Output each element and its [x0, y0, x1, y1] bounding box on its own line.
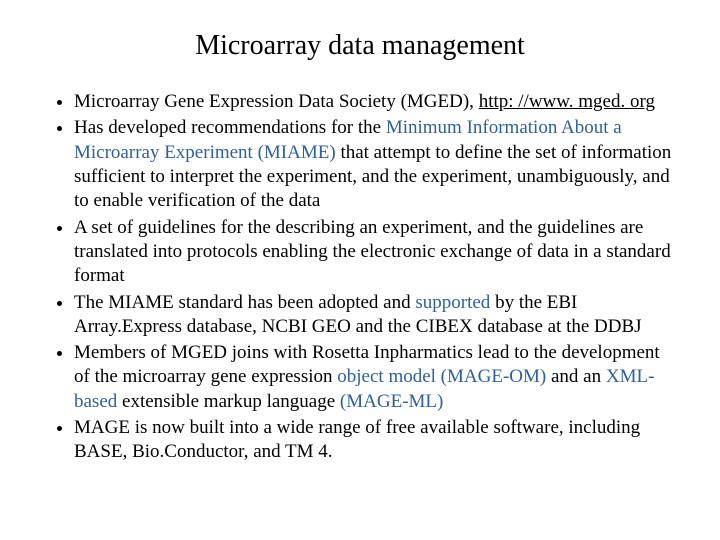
- bullet-4: The MIAME standard has been adopted and …: [74, 291, 680, 340]
- bullet-5-mid2: extensible markup language: [117, 391, 340, 412]
- bullet-6-text: MAGE is now built into a wide range of f…: [74, 417, 640, 462]
- bullet-2: Has developed recommendations for the Mi…: [74, 116, 680, 213]
- bullet-5-mid: and an: [546, 366, 606, 387]
- bullet-list: Microarray Gene Expression Data Society …: [40, 90, 680, 465]
- bullet-3: A set of guidelines for the describing a…: [74, 216, 680, 289]
- supported-term: supported: [415, 292, 490, 313]
- bullet-1-text: Microarray Gene Expression Data Society …: [74, 91, 479, 112]
- mage-ml-term: (MAGE-ML): [340, 391, 443, 412]
- bullet-2-pre: Has developed recommendations for the: [74, 117, 386, 138]
- mage-om-term: object model (MAGE-OM): [337, 366, 546, 387]
- bullet-6: MAGE is now built into a wide range of f…: [74, 416, 680, 465]
- slide-container: Microarray data management Microarray Ge…: [0, 0, 720, 540]
- mged-url-link[interactable]: http: //www. mged. org: [479, 91, 655, 112]
- bullet-5: Members of MGED joins with Rosetta Inpha…: [74, 341, 680, 414]
- bullet-4-pre: The MIAME standard has been adopted and: [74, 292, 415, 313]
- bullet-3-text: A set of guidelines for the describing a…: [74, 217, 671, 287]
- slide-title: Microarray data management: [40, 30, 680, 62]
- bullet-1: Microarray Gene Expression Data Society …: [74, 90, 680, 114]
